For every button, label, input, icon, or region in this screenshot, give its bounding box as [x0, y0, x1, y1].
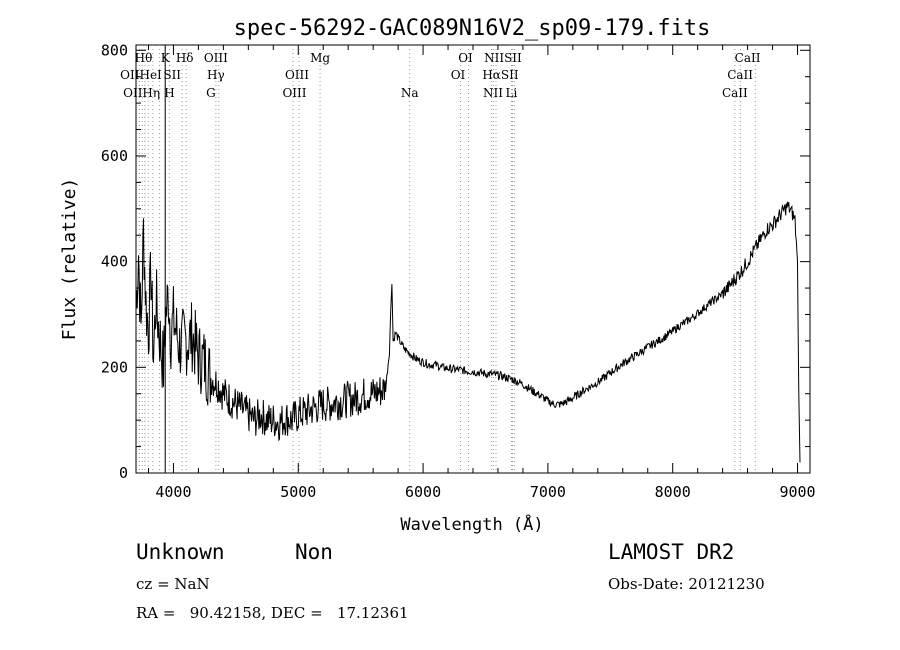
line-marker-label: G — [206, 86, 216, 100]
line-marker-label: K — [161, 51, 171, 65]
y-axis-label: Flux (relative) — [59, 178, 80, 341]
redshift-readout: cz = NaN — [136, 575, 210, 593]
line-marker-label: NII — [483, 86, 503, 100]
x-tick-label: 9000 — [779, 483, 815, 501]
line-marker-label: SII — [163, 68, 181, 82]
line-marker-label: NIISII — [484, 51, 522, 65]
line-marker-label: CaII — [727, 68, 753, 82]
coordinates: RA = 90.42158, DEC = 17.12361 — [136, 604, 409, 622]
spectral-class: Unknown — [136, 540, 225, 564]
y-tick-label: 200 — [101, 358, 128, 376]
x-tick-label: 5000 — [280, 483, 316, 501]
line-marker-label: Li — [506, 86, 518, 100]
line-marker-label: Hθ — [135, 51, 153, 65]
line-marker-label: Hγ — [207, 68, 225, 82]
y-axis: 0 200 400 600 800 — [101, 41, 810, 482]
line-marker-label: Na — [401, 86, 419, 100]
line-marker-label: OIII — [204, 51, 228, 65]
spectral-subclass: Non — [295, 540, 333, 564]
line-marker-label: OIIHeI — [120, 68, 162, 82]
x-axis: 4000 5000 6000 7000 8000 9000 — [147, 45, 816, 501]
line-marker-label: CaII — [735, 51, 761, 65]
x-tick-label: 4000 — [155, 483, 191, 501]
line-marker-label: CaII — [722, 86, 748, 100]
line-marker-label: HαSII — [482, 68, 519, 82]
chart-title: spec-56292-GAC089N16V2_sp09-179.fits — [234, 16, 711, 41]
y-tick-label: 600 — [101, 147, 128, 165]
y-tick-label: 0 — [119, 464, 128, 482]
x-tick-label: 6000 — [405, 483, 441, 501]
obs-date: Obs-Date: 20121230 — [608, 575, 765, 593]
line-marker-label: OI — [451, 68, 466, 82]
x-tick-label: 7000 — [530, 483, 566, 501]
survey-label: LAMOST DR2 — [608, 540, 735, 564]
line-marker-label: Mg — [310, 51, 330, 65]
y-tick-label: 400 — [101, 253, 128, 271]
spectrum-line — [135, 201, 801, 463]
line-marker-label: OIIHη — [123, 86, 160, 100]
line-marker-label: OIII — [285, 68, 309, 82]
x-axis-label: Wavelength (Å) — [400, 513, 543, 535]
y-tick-label: 800 — [101, 41, 128, 59]
line-marker-label: OI — [458, 51, 473, 65]
line-marker-label: Hδ — [176, 51, 194, 65]
line-marker-label: OIII — [282, 86, 306, 100]
x-tick-label: 8000 — [655, 483, 691, 501]
line-marker-label: H — [164, 86, 174, 100]
